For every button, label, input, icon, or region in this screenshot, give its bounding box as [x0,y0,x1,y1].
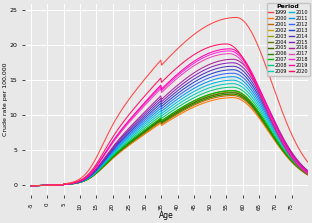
Legend: 1999, 2000, 2001, 2002, 2003, 2004, 2005, 2006, 2007, 2008, 2009, 2010, 2011, 20: 1999, 2000, 2001, 2002, 2003, 2004, 2005… [267,3,310,76]
Y-axis label: Crude rate per 100,000: Crude rate per 100,000 [3,63,8,136]
X-axis label: Age: Age [159,211,173,220]
